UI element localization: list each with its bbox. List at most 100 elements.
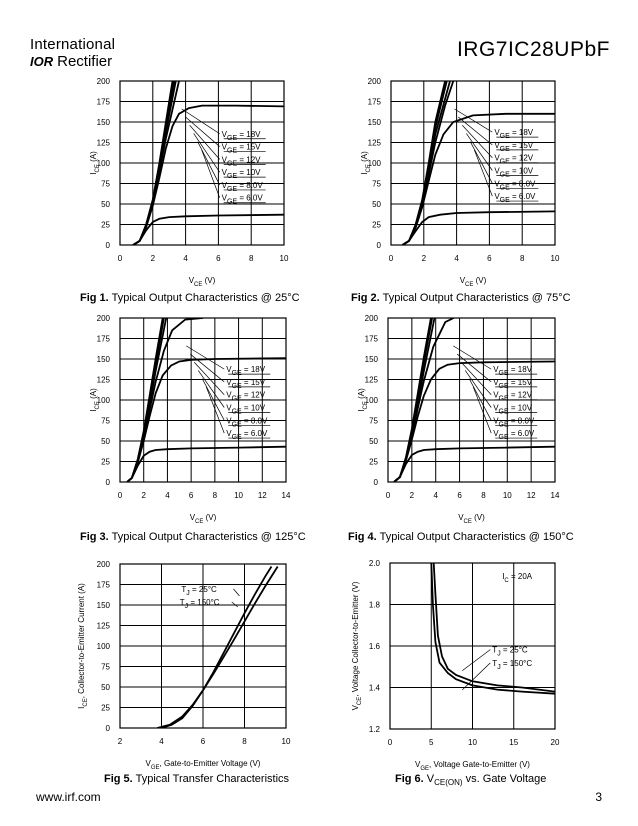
- x-tick-label: 6: [457, 491, 462, 500]
- label-leader: [231, 601, 238, 608]
- y-tick-label: 50: [101, 437, 110, 446]
- label-leader: [190, 353, 225, 383]
- plot-frame: [119, 563, 287, 729]
- y-axis-label: VCE, Voltage Collector-to-Emitter (V): [351, 581, 363, 710]
- x-tick-label: 10: [282, 737, 291, 746]
- series-label: VGE = 18V: [226, 365, 265, 377]
- label-leader: [197, 370, 225, 408]
- brand-name-line2: Rectifier: [57, 53, 113, 70]
- series-line: [132, 104, 284, 245]
- series-label: VGE = 15V: [493, 378, 532, 390]
- fig4-caption: Fig 4. Typical Output Characteristics @ …: [348, 531, 574, 543]
- brand-name-line1: International: [30, 36, 116, 53]
- label-leader: [201, 149, 221, 198]
- plot-frame: [387, 317, 556, 483]
- label-leader: [460, 362, 492, 395]
- label-leader: [233, 588, 240, 597]
- x-tick-label: 0: [386, 491, 391, 500]
- series-label: VGE = 6.0V: [222, 194, 264, 206]
- label-leader: [458, 116, 493, 146]
- x-axis-label: VCE (V): [189, 276, 216, 288]
- x-tick-label: 4: [433, 491, 438, 500]
- x-tick-label: 10: [280, 254, 289, 263]
- label-leader: [466, 133, 493, 171]
- series-label: VGE = 12V: [226, 391, 265, 403]
- y-tick-label: 125: [97, 376, 111, 385]
- y-tick-label: 1.8: [369, 601, 381, 610]
- x-tick-label: 0: [118, 254, 123, 263]
- x-tick-label: 10: [468, 738, 477, 747]
- series-label: VGE = 18V: [494, 128, 533, 140]
- series-label: VGE = 15V: [226, 378, 265, 390]
- label-leader: [193, 362, 225, 395]
- series-label: VGE = 18V: [493, 365, 532, 377]
- series-line: [157, 566, 279, 728]
- x-axis-label: VCE (V): [460, 276, 487, 288]
- series-label: TJ = 25°C: [181, 585, 217, 597]
- y-tick-label: 75: [369, 417, 378, 426]
- x-tick-label: 4: [454, 254, 459, 263]
- y-tick-label: 100: [368, 159, 382, 168]
- x-tick-label: 4: [165, 491, 170, 500]
- x-tick-label: 2: [141, 491, 146, 500]
- series-line: [393, 360, 555, 482]
- x-tick-label: 2: [118, 737, 123, 746]
- y-tick-label: 125: [97, 139, 111, 148]
- y-tick-label: 25: [101, 458, 110, 467]
- y-tick-label: 75: [372, 180, 381, 189]
- part-number: IRG7IC28UPbF: [456, 38, 610, 61]
- chart-3: 0 2 4 6 8 10 12 14 0 25 50 75 100 125 150 175 200 VCE (V)…: [89, 314, 291, 525]
- brand-logo: IOR Rectifier: [30, 53, 112, 70]
- series-label: VGE = 12V: [493, 391, 532, 403]
- y-tick-label: 100: [97, 642, 111, 651]
- series-line: [126, 357, 286, 482]
- y-tick-label: 0: [106, 724, 111, 733]
- label-leader: [205, 386, 225, 434]
- y-tick-label: 50: [372, 200, 381, 209]
- x-tick-label: 14: [551, 491, 560, 500]
- ic-annotation: IC = 20A: [502, 572, 533, 584]
- series-line: [393, 445, 555, 482]
- fig6-caption: Fig 6. VCE(ON) vs. Gate Voltage: [395, 773, 547, 788]
- fig5-caption: Fig 5. Typical Transfer Characteristics: [104, 773, 290, 785]
- y-tick-label: 125: [97, 622, 111, 631]
- label-leader: [453, 345, 492, 370]
- y-tick-label: 75: [101, 417, 110, 426]
- y-tick-label: 150: [368, 118, 382, 127]
- y-tick-label: 175: [97, 98, 111, 107]
- x-tick-label: 14: [282, 491, 291, 500]
- x-tick-label: 10: [551, 254, 560, 263]
- x-tick-label: 8: [242, 737, 247, 746]
- y-tick-label: 100: [365, 396, 379, 405]
- label-leader: [185, 116, 220, 147]
- y-axis-label: ICE (A): [89, 388, 101, 412]
- y-axis-label: ICE (A): [360, 151, 372, 175]
- y-tick-label: 25: [101, 704, 110, 713]
- series-line: [402, 112, 555, 245]
- y-tick-label: 50: [369, 437, 378, 446]
- chart-4: 0 2 4 6 8 10 12 14 0 25 50 75 100 125 150 175 200 VCE (V)…: [357, 314, 560, 525]
- y-tick-label: 200: [365, 314, 379, 323]
- y-tick-label: 200: [97, 560, 111, 569]
- x-tick-label: 2: [151, 254, 156, 263]
- page-number: 3: [595, 790, 602, 804]
- series-label: VGE = 6.0V: [494, 192, 536, 204]
- series-label: VGE = 8.0V: [493, 416, 535, 428]
- x-tick-label: 10: [503, 491, 512, 500]
- label-leader: [462, 649, 491, 671]
- y-tick-label: 0: [377, 241, 382, 250]
- series-label: VGE = 10V: [494, 166, 533, 178]
- y-tick-label: 1.4: [369, 684, 381, 693]
- x-tick-label: 8: [481, 491, 486, 500]
- series-label: VGE = 6.0V: [226, 429, 268, 441]
- y-tick-label: 50: [101, 200, 110, 209]
- label-leader: [193, 133, 220, 173]
- x-tick-label: 12: [527, 491, 536, 500]
- chart-6: 0 5 10 15 20 1.2 1.4 1.6 1.8 2.0 VGE, Voltage Gate…: [351, 559, 560, 772]
- x-tick-label: 8: [249, 254, 254, 263]
- series-line: [132, 213, 284, 245]
- series-label: TJ = 25°C: [492, 646, 528, 658]
- fig2-caption: Fig 2. Typical Output Characteristics @ …: [351, 292, 571, 304]
